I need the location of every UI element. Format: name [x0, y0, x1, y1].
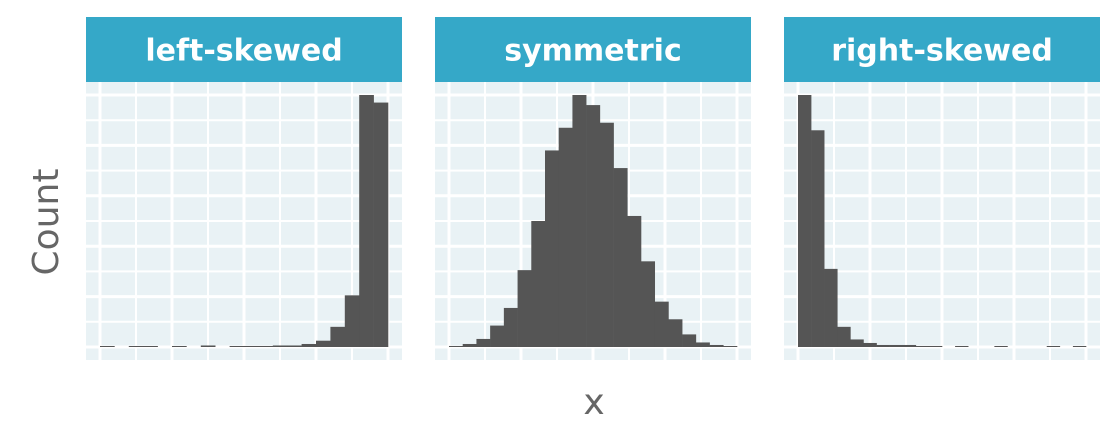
histogram-bar [100, 346, 115, 347]
histogram-bar [668, 319, 683, 347]
y-axis-label: Count [26, 169, 67, 276]
histogram-bar [316, 340, 331, 347]
panel-symmetric: symmetric [435, 17, 751, 360]
facet-strip [86, 17, 402, 82]
histogram-bar [128, 346, 144, 347]
panel-left-skewed: left-skewed [86, 17, 402, 360]
histogram-bar [641, 261, 656, 347]
histogram-bar [143, 346, 158, 347]
panel-right-skewed: right-skewed [784, 17, 1100, 360]
histogram-bar [572, 95, 587, 347]
facet-strip [784, 17, 1100, 82]
histogram-bar [709, 344, 724, 347]
histogram-bar [558, 127, 573, 347]
histogram-bar [531, 221, 546, 347]
panels-group: left-skewed symmetric right-skewed [86, 17, 1100, 360]
histogram-bar [695, 342, 710, 347]
histogram-bar [272, 345, 288, 347]
histogram-bar [928, 345, 943, 347]
histogram-bar [863, 342, 877, 347]
facet-title: right-skewed [831, 34, 1053, 69]
histogram-bar [824, 268, 838, 347]
histogram-bar [287, 345, 302, 347]
x-axis-label: x [583, 382, 604, 423]
facet-title: symmetric [504, 34, 681, 69]
histogram-bar [344, 295, 360, 347]
histogram-bar [301, 343, 317, 347]
histogram-bar [837, 326, 851, 347]
histogram-bar [723, 346, 738, 347]
facet-title: left-skewed [145, 34, 342, 69]
histogram-bar [517, 270, 532, 347]
histogram-bar [490, 325, 505, 347]
histogram-bar [1046, 346, 1061, 347]
histogram-bar [476, 338, 491, 347]
histogram-bar [330, 326, 346, 347]
histogram-bar [682, 334, 697, 347]
histogram-bar [627, 215, 642, 347]
histogram-bar [902, 344, 917, 347]
histogram-bar [955, 345, 969, 347]
histogram-bar [244, 345, 259, 347]
histogram-bar [586, 105, 601, 347]
histogram-bar [172, 346, 187, 347]
histogram-bar [545, 150, 560, 347]
histogram-bar [889, 344, 904, 347]
histogram-bar [449, 345, 464, 347]
histogram-bar [876, 344, 890, 347]
histogram-bar [200, 345, 216, 347]
histogram-bar [359, 95, 374, 347]
histogram-bar [798, 95, 812, 347]
histogram-bar [850, 339, 864, 347]
histogram-bar [503, 307, 518, 347]
histogram-bar [1072, 346, 1087, 347]
histogram-bar [915, 345, 930, 347]
histogram-bar [258, 345, 274, 347]
histogram-bar [462, 343, 477, 347]
histogram-bar [613, 168, 628, 347]
histogram-bar [654, 301, 669, 347]
histogram-bar [229, 346, 245, 347]
facet-strip [435, 17, 751, 82]
histogram-bar [373, 102, 389, 347]
histogram-bar [599, 122, 614, 347]
histogram-bar [994, 346, 1008, 347]
histogram-bar [811, 130, 825, 347]
